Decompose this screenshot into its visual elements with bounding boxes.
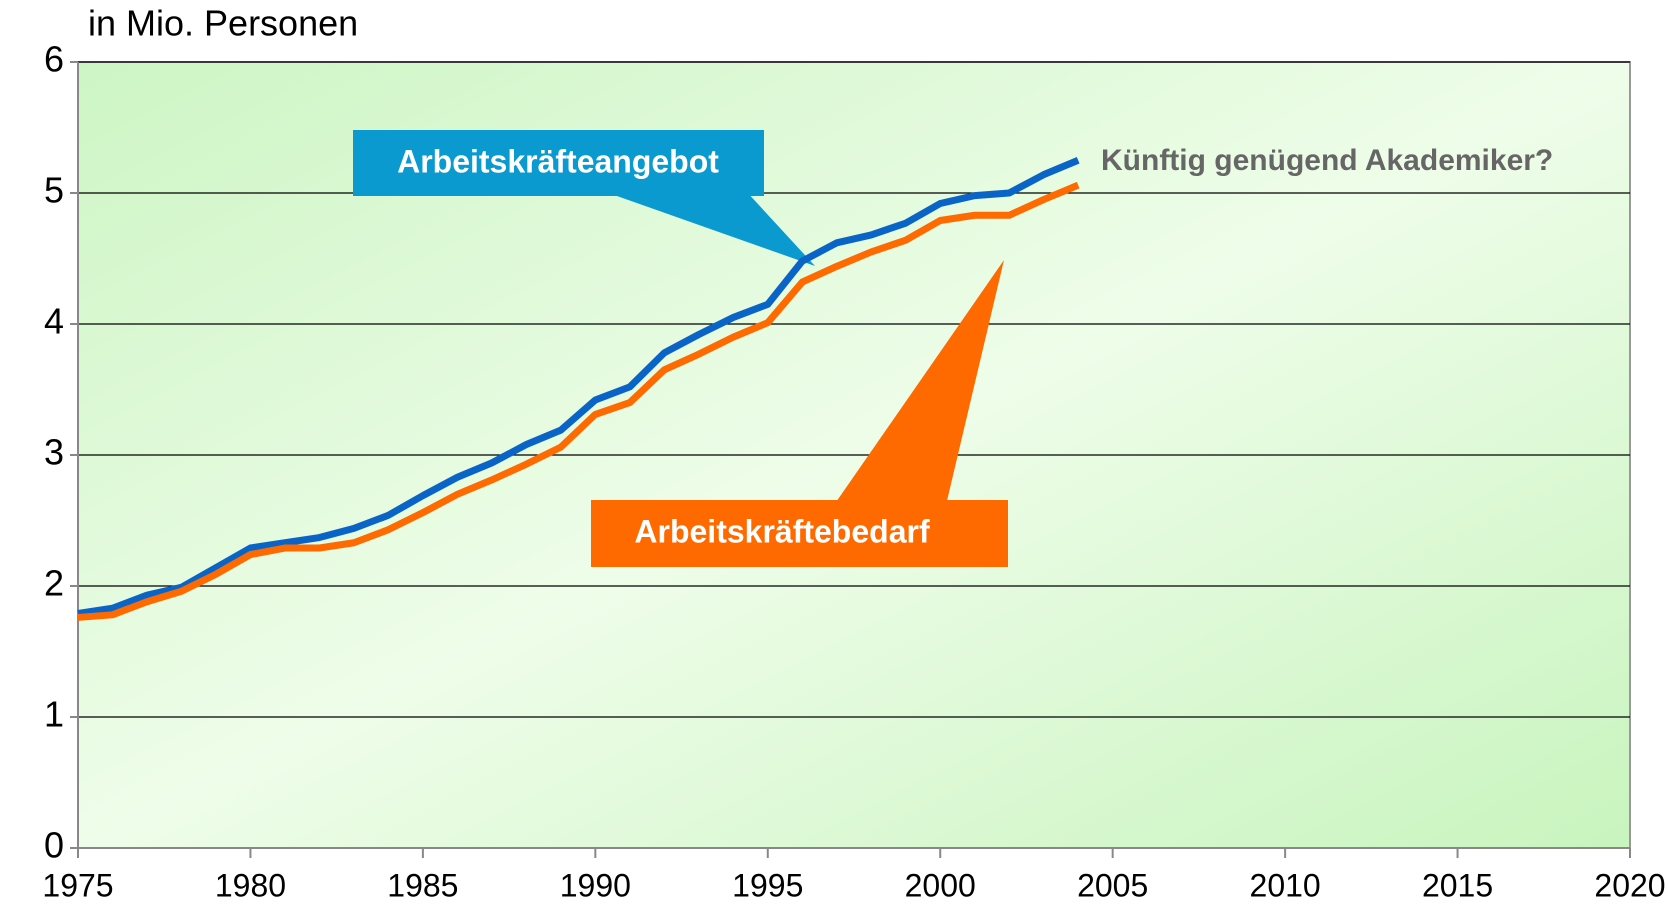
callout-pointer [600,190,815,266]
callout-pointer [834,260,1004,505]
line-series [77,181,1080,621]
x-tick-label: 1980 [215,867,286,903]
x-tick-label: 2010 [1250,867,1321,903]
x-tick-label: 1995 [732,867,803,903]
y-tick-label: 6 [44,39,64,80]
y-tick-label: 2 [44,563,64,604]
y-axis-label: in Mio. Personen [88,3,358,44]
y-tick-label: 3 [44,432,64,473]
legend-label: Arbeitskräftebedarf [634,513,930,549]
legend-label: Arbeitskräfteangebot [397,143,719,179]
x-tick-label: 1990 [560,867,631,903]
y-tick-label: 0 [44,825,64,866]
y-tick-label: 4 [44,301,64,342]
x-tick-label: 2020 [1594,867,1665,903]
x-tick-label: 1975 [42,867,113,903]
x-tick-label: 2015 [1422,867,1493,903]
x-tick-label: 2005 [1077,867,1148,903]
x-tick-label: 2000 [905,867,976,903]
annotation: Künftig genügend Akademiker? [1101,144,1553,177]
line-series [77,157,1080,617]
y-tick-label: 5 [44,170,64,211]
callout-box [591,500,1008,567]
callout-box [353,130,764,196]
y-tick-label: 1 [44,694,64,735]
x-tick-label: 1985 [387,867,458,903]
